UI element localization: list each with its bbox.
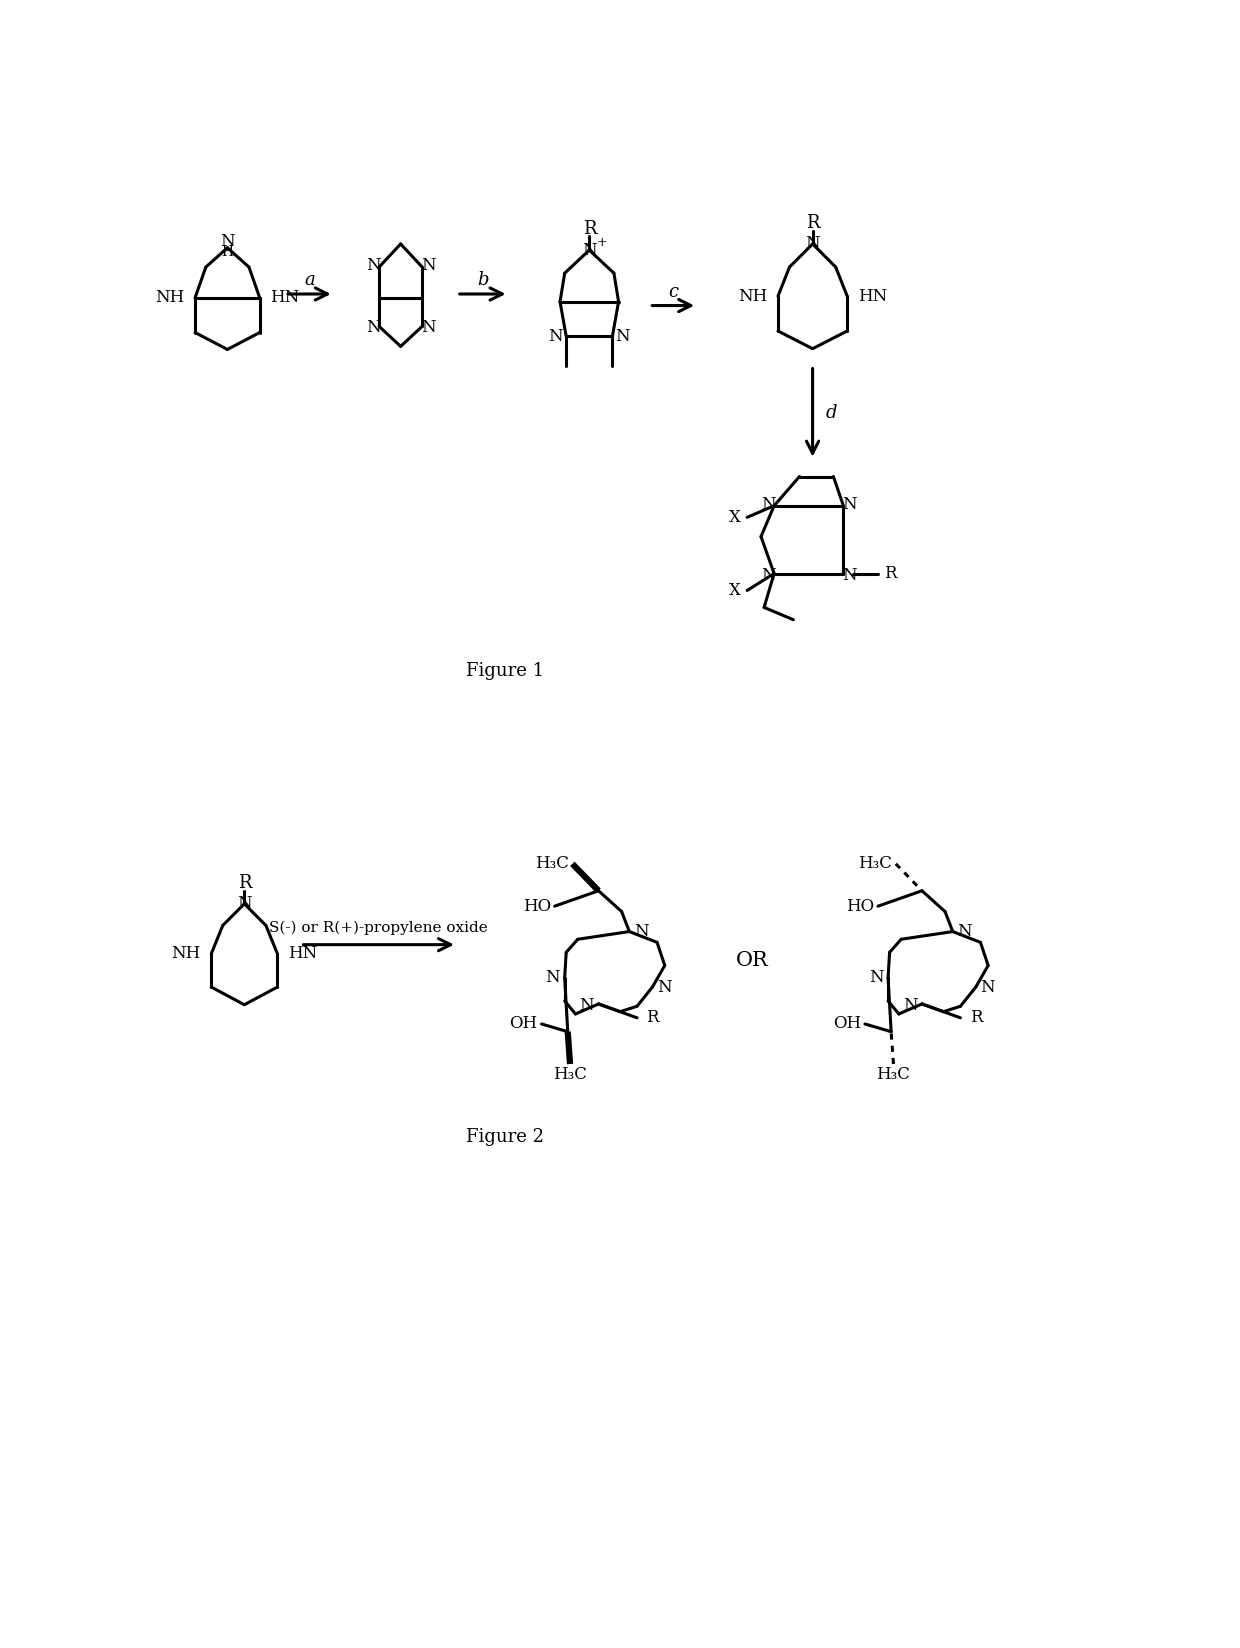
Text: N: N (219, 232, 234, 250)
Text: N: N (420, 257, 435, 274)
Text: S(-) or R(+)-propylene oxide: S(-) or R(+)-propylene oxide (269, 921, 489, 934)
Text: R: R (646, 1009, 658, 1027)
Text: N: N (657, 979, 672, 995)
Text: d: d (826, 404, 837, 422)
Text: H: H (222, 246, 233, 259)
Text: Figure 1: Figure 1 (465, 662, 543, 681)
Text: H₃C: H₃C (534, 855, 568, 872)
Text: N: N (761, 496, 776, 513)
Text: H₃C: H₃C (858, 855, 892, 872)
Text: X: X (729, 509, 742, 526)
Text: HN: HN (858, 288, 888, 305)
Text: N: N (615, 328, 630, 344)
Text: N: N (546, 969, 560, 986)
Text: N: N (548, 328, 563, 344)
Text: R: R (806, 214, 820, 232)
Text: HN: HN (270, 290, 300, 307)
Text: H₃C: H₃C (877, 1066, 910, 1083)
Text: N: N (237, 895, 252, 913)
Text: HO: HO (846, 898, 874, 915)
Text: NH: NH (171, 946, 201, 962)
Text: R: R (970, 1009, 982, 1027)
Text: Figure 2: Figure 2 (465, 1129, 543, 1145)
Text: R: R (583, 219, 596, 237)
Text: N: N (634, 923, 649, 939)
Text: NH: NH (738, 288, 768, 305)
Text: OR: OR (737, 951, 769, 969)
Text: N: N (842, 496, 857, 513)
Text: N: N (805, 236, 820, 252)
Text: HO: HO (523, 898, 551, 915)
Text: OH: OH (510, 1015, 538, 1032)
Text: N: N (981, 979, 994, 995)
Text: X: X (729, 582, 742, 598)
Text: HN: HN (288, 946, 317, 962)
Text: c: c (668, 283, 678, 300)
Text: N: N (420, 320, 435, 336)
Text: N: N (579, 997, 594, 1014)
Text: b: b (477, 272, 489, 288)
Text: R: R (884, 565, 897, 582)
Text: N: N (842, 567, 857, 583)
Text: N: N (761, 567, 776, 583)
Text: N: N (903, 997, 918, 1014)
Text: NH: NH (155, 290, 185, 307)
Text: N: N (582, 242, 596, 259)
Text: N: N (366, 320, 381, 336)
Text: +: + (596, 236, 608, 249)
Text: H₃C: H₃C (553, 1066, 587, 1083)
Text: OH: OH (833, 1015, 861, 1032)
Text: R: R (238, 873, 250, 892)
Text: a: a (304, 272, 315, 288)
Text: N: N (366, 257, 381, 274)
Text: N: N (957, 923, 972, 939)
Text: N: N (869, 969, 883, 986)
